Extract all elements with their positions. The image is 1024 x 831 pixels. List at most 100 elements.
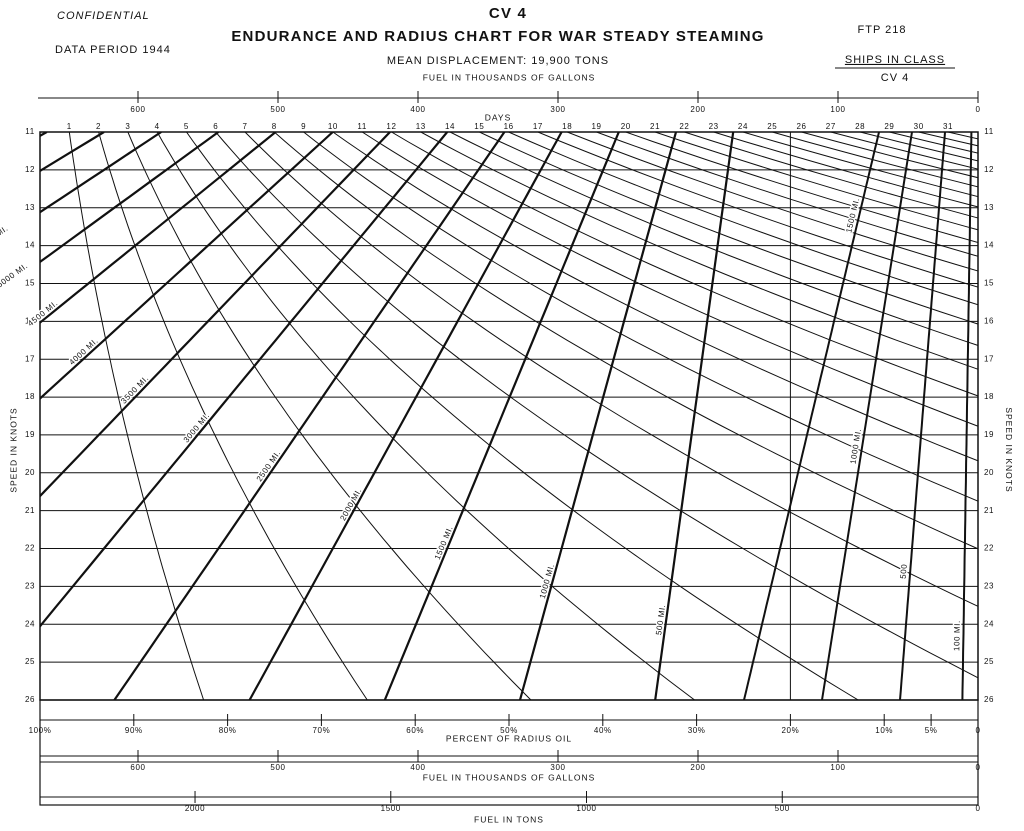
- day-label: 24: [738, 122, 748, 131]
- day-curve: [420, 132, 978, 370]
- y-tick-label-right: 18: [984, 392, 994, 401]
- day-curve: [98, 132, 368, 700]
- y-tick-label: 18: [25, 392, 35, 401]
- right-curve: [743, 132, 880, 700]
- y-tick-label: 17: [25, 354, 35, 363]
- day-curve: [654, 132, 978, 231]
- days-label: DAYS: [485, 112, 512, 122]
- day-label: 11: [357, 122, 367, 131]
- right-curve: [899, 132, 946, 700]
- radius-label: 3000 MI.: [182, 411, 212, 444]
- y-tick-label-right: 19: [984, 430, 994, 439]
- day-curve: [156, 132, 695, 700]
- tick-label: 20%: [781, 726, 799, 735]
- day-label: 5: [184, 122, 189, 131]
- day-label: 8: [272, 122, 277, 131]
- subtitle: MEAN DISPLACEMENT: 19,900 TONS: [387, 55, 609, 67]
- radius-curve: [40, 132, 449, 628]
- radius-label: 5500 MI.: [0, 224, 10, 251]
- y-axis-label-right: SPEED IN KNOTS: [1004, 407, 1014, 492]
- tick-label: 50%: [500, 726, 518, 735]
- day-curve: [508, 132, 978, 306]
- day-label: 29: [884, 122, 894, 131]
- day-label: 28: [855, 122, 865, 131]
- ftp: FTP 218: [858, 24, 907, 36]
- y-tick-label-right: 20: [984, 468, 994, 477]
- tick-label: 2000: [185, 804, 205, 813]
- day-curve: [303, 132, 978, 502]
- y-tick-label-right: 23: [984, 582, 994, 591]
- radius-curve: [383, 132, 620, 700]
- tick-label: 100: [830, 105, 845, 114]
- day-curve: [567, 132, 978, 272]
- tick-label: 10%: [875, 726, 893, 735]
- y-axis-label: SPEED IN KNOTS: [8, 407, 18, 492]
- day-label: 10: [328, 122, 338, 131]
- y-tick-label-right: 25: [984, 657, 994, 666]
- tick-label: 500: [270, 763, 285, 772]
- tick-label: 600: [130, 105, 145, 114]
- day-label: 2: [96, 122, 101, 131]
- tick-label: 100: [830, 763, 845, 772]
- y-tick-label-right: 17: [984, 354, 994, 363]
- y-tick-label: 22: [25, 544, 35, 553]
- day-label: 3: [125, 122, 130, 131]
- tick-label: 500: [270, 105, 285, 114]
- radius-curve: [40, 132, 220, 264]
- y-tick-label: 25: [25, 657, 35, 666]
- tick-label: 0: [975, 763, 980, 772]
- y-tick-label: 13: [25, 203, 35, 212]
- axis-title: PERCENT OF RADIUS OIL: [446, 733, 572, 743]
- radius-curve: [248, 132, 563, 700]
- day-curve: [186, 132, 859, 700]
- y-tick-label-right: 14: [984, 241, 994, 250]
- day-label: 6: [213, 122, 218, 131]
- tick-label: 5%: [925, 726, 938, 735]
- day-label: 9: [301, 122, 306, 131]
- day-curve: [449, 132, 978, 346]
- right-curve-label: 500: [899, 563, 909, 579]
- day-curve: [479, 132, 978, 325]
- day-label: 25: [767, 122, 777, 131]
- day-curve: [537, 132, 978, 288]
- tick-label: 0: [975, 105, 980, 114]
- tick-label: 400: [410, 763, 425, 772]
- day-curve: [215, 132, 978, 679]
- radius-label: 6500 MI.: [0, 149, 1, 174]
- y-tick-label: 14: [25, 241, 35, 250]
- day-curve: [244, 132, 978, 607]
- day-curve: [859, 132, 978, 162]
- day-label: 21: [650, 122, 660, 131]
- right-curve-label: 100 MI.: [952, 620, 961, 651]
- ships-in-class-label: SHIPS IN CLASS: [845, 54, 945, 66]
- curves: [40, 132, 978, 700]
- radius-curve: [113, 132, 506, 700]
- day-curve: [391, 132, 978, 397]
- day-label: 15: [474, 122, 484, 131]
- y-tick-label-right: 11: [984, 127, 994, 136]
- day-label: 19: [591, 122, 601, 131]
- tick-label: 200: [690, 105, 705, 114]
- ships-in-class: CV 4: [881, 72, 909, 84]
- tick-label: 300: [550, 763, 565, 772]
- y-tick-label: 15: [25, 279, 35, 288]
- radius-curve: [654, 132, 735, 700]
- y-tick-label-right: 26: [984, 695, 994, 704]
- data-period: DATA PERIOD 1944: [55, 44, 171, 56]
- radius-curve: [40, 132, 162, 214]
- plot-frame: [39, 131, 979, 701]
- y-tick-label: 16: [25, 316, 35, 325]
- y-tick-label-right: 24: [984, 619, 994, 628]
- day-label: 27: [826, 122, 836, 131]
- y-tick-label-right: 22: [984, 544, 994, 553]
- y-tick-label-right: 13: [984, 203, 994, 212]
- y-tick-label-right: 15: [984, 279, 994, 288]
- day-label: 16: [504, 122, 514, 131]
- day-label: 22: [679, 122, 689, 131]
- day-label: 13: [416, 122, 426, 131]
- y-tick-label: 19: [25, 430, 35, 439]
- day-label: 12: [386, 122, 396, 131]
- day-curve: [273, 132, 978, 550]
- y-tick-label: 21: [25, 506, 35, 515]
